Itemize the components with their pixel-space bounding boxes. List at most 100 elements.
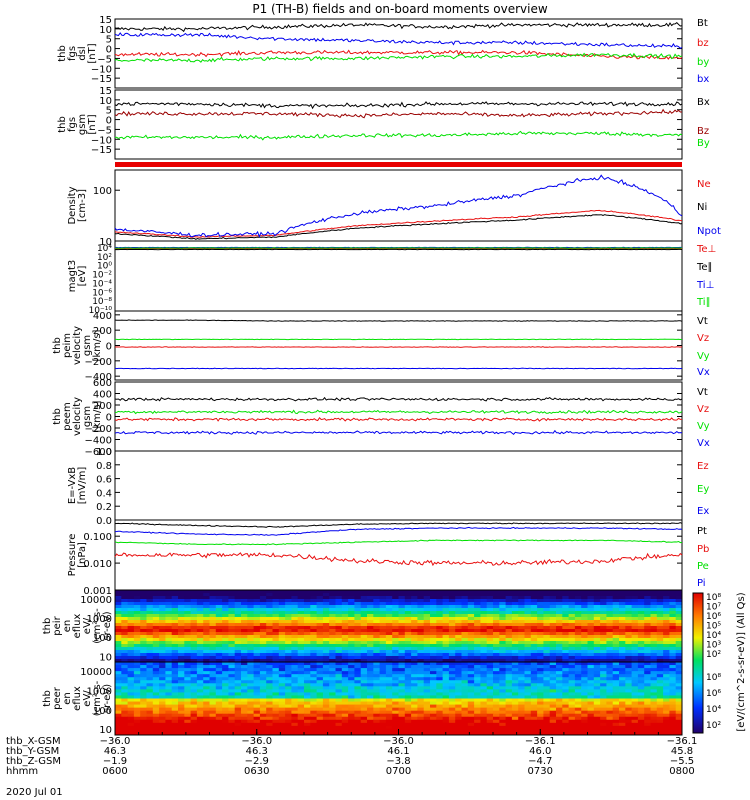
spectrogram-cell xyxy=(291,596,299,600)
spectrogram-cell xyxy=(184,647,191,651)
spectrogram-cell xyxy=(115,641,122,645)
spectrogram-cell xyxy=(619,659,626,663)
spectrogram-cell xyxy=(348,599,355,603)
spectrogram-cell xyxy=(411,719,418,724)
spectrogram-cell xyxy=(612,617,620,621)
spectrogram-cell xyxy=(285,731,292,736)
spectrogram-cell xyxy=(442,674,450,678)
spectrogram-cell xyxy=(360,680,368,684)
spectrogram-cell xyxy=(637,650,645,654)
spectrogram-cell xyxy=(562,623,569,627)
spectrogram-cell xyxy=(411,650,418,654)
spectrogram-cell xyxy=(215,728,223,733)
spectrogram-cell xyxy=(581,641,588,645)
spectrogram-cell xyxy=(392,662,399,666)
spectrogram-cell xyxy=(152,710,160,715)
spectrogram-cell xyxy=(373,650,380,654)
spectrogram-cell xyxy=(165,689,173,693)
y-tick-label: 10⁻² xyxy=(92,271,112,281)
spectrogram-cell xyxy=(398,620,406,624)
spectrogram-cell xyxy=(190,602,198,606)
spectrogram-cell xyxy=(663,623,670,627)
spectrogram-cell xyxy=(278,719,286,724)
spectrogram-cell xyxy=(335,707,343,712)
spectrogram-cell xyxy=(222,629,229,633)
spectrogram-cell xyxy=(209,692,217,696)
spectrogram-cell xyxy=(606,731,614,736)
spectrogram-cell xyxy=(467,728,475,733)
spectrogram-cell xyxy=(625,602,632,606)
spectrogram-cell xyxy=(335,710,343,715)
spectrogram-cell xyxy=(631,626,639,630)
spectrogram-cell xyxy=(171,644,179,648)
spectrogram-cell xyxy=(253,710,261,715)
spectrogram-cell xyxy=(619,701,626,705)
spectrogram-cell xyxy=(222,641,229,645)
spectrogram-cell xyxy=(178,668,185,672)
spectrogram-cell xyxy=(486,680,494,684)
spectrogram-cell xyxy=(518,641,525,645)
spectrogram-cell xyxy=(209,641,217,645)
spectrogram-cell xyxy=(581,683,588,687)
spectrogram-cell xyxy=(637,692,645,696)
spectrogram-cell xyxy=(606,599,614,603)
spectrogram-cell xyxy=(203,599,210,603)
spectrogram-cell xyxy=(631,719,639,724)
spectrogram-cell xyxy=(228,689,236,693)
spectrogram-cell xyxy=(530,683,538,687)
spectrogram-cell xyxy=(322,692,330,696)
spectrogram-cell xyxy=(637,656,645,660)
spectrogram-cell xyxy=(184,611,191,615)
spectrogram-cell xyxy=(625,614,632,618)
spectrogram-cell xyxy=(209,650,217,654)
spectrogram-cell xyxy=(360,731,368,736)
spectrogram-cell xyxy=(600,704,607,709)
spectrogram-cell xyxy=(493,719,500,724)
y-axis-title-line: en xyxy=(62,692,73,705)
spectrogram-cell xyxy=(524,599,532,603)
spectrogram-cell xyxy=(272,614,280,618)
spectrogram-cell xyxy=(165,608,173,612)
spectrogram-cell xyxy=(524,662,532,666)
spectrogram-cell xyxy=(247,641,254,645)
spectrogram-cell xyxy=(631,599,639,603)
spectrogram-cell xyxy=(222,731,229,736)
spectrogram-cell xyxy=(196,665,204,669)
spectrogram-cell xyxy=(568,593,576,597)
spectrogram-cell xyxy=(511,662,519,666)
spectrogram-cell xyxy=(285,704,292,709)
y-tick-label: 10⁻⁴ xyxy=(92,279,112,289)
spectrogram-cell xyxy=(442,623,450,627)
spectrogram-cell xyxy=(266,671,273,675)
spectrogram-cell xyxy=(461,629,469,633)
spectrogram-cell xyxy=(367,632,374,636)
spectrogram-cell xyxy=(196,713,204,718)
spectrogram-cell xyxy=(524,698,532,702)
spectrogram-cell xyxy=(121,656,128,660)
spectrogram-cell xyxy=(329,650,336,654)
spectrogram-cell xyxy=(505,650,513,654)
spectrogram-cell xyxy=(215,593,223,597)
spectrogram-cell xyxy=(385,680,393,684)
spectrogram-cell xyxy=(171,653,179,657)
spectrogram-cell xyxy=(379,668,387,672)
spectrogram-cell xyxy=(600,626,607,630)
spectrogram-cell xyxy=(222,689,229,693)
spectrogram-cell xyxy=(291,626,299,630)
spectrogram-cell xyxy=(392,638,399,642)
spectrogram-cell xyxy=(574,689,582,693)
spectrogram-cell xyxy=(354,641,362,645)
spectrogram-cell xyxy=(656,719,664,724)
spectrogram-cell xyxy=(272,599,280,603)
spectrogram-cell xyxy=(178,731,185,736)
spectrogram-cell xyxy=(259,707,267,712)
spectrogram-cell xyxy=(266,629,273,633)
spectrogram-cell xyxy=(373,611,380,615)
spectrogram-cell xyxy=(505,680,513,684)
spectrogram-cell xyxy=(360,722,368,727)
y-axis-title-line: peir xyxy=(52,615,63,635)
spectrogram-cell xyxy=(278,674,286,678)
spectrogram-cell xyxy=(612,590,620,594)
spectrogram-cell xyxy=(354,605,362,609)
spectrogram-cell xyxy=(442,671,450,675)
